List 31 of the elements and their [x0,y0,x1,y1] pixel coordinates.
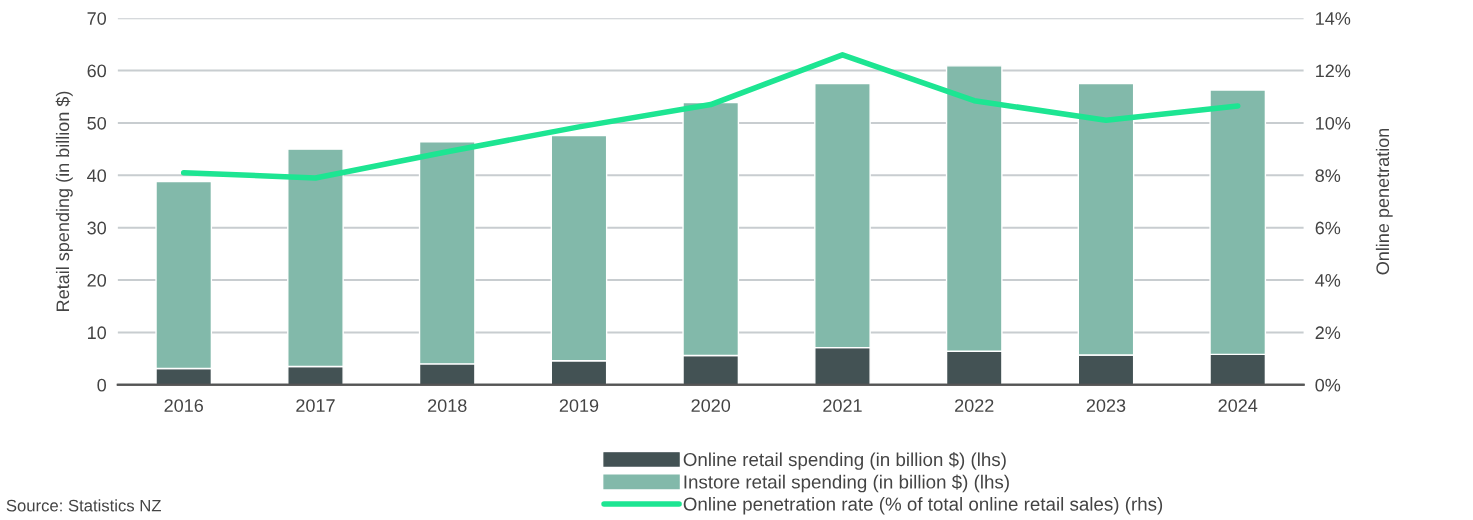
legend-label: Online retail spending (in billion $) (lhs) [683,452,1006,470]
y2-tick-label: 8% [1315,169,1341,183]
x-tick-label: 2016 [164,399,204,412]
x-tick-label: 2017 [296,399,335,412]
x-tick-label: 2021 [823,399,862,412]
y2-tick-label: 2% [1315,326,1341,340]
y2-tick-label: 6% [1315,221,1341,235]
source-note: Source: Statistics NZ [6,499,161,512]
y2-axis-title: Online penetration [1375,128,1393,275]
x-tick-label: 2020 [691,399,731,412]
y-tick-label: 0 [97,378,107,392]
y-tick-label: 40 [87,169,107,183]
y-tick-label: 20 [87,273,107,287]
y-axis-title: Retail spending (in billion $) [55,91,73,311]
x-tick-label: 2022 [955,399,994,412]
x-tick-label: 2023 [1086,399,1126,412]
y2-tick-label: 10% [1316,116,1351,130]
x-tick-label: 2018 [428,399,467,412]
x-tick-label: 2024 [1218,399,1258,412]
legend-label: Instore retail spending (in billion $) (lhs) [684,474,1009,493]
y-tick-label: 60 [87,64,107,78]
x-tick-label: 2019 [559,399,599,412]
legend-label: Online penetration rate (% of total online retail sales) (rhs) [683,497,1163,515]
y2-tick-label: 14% [1316,12,1351,25]
y-tick-label: 30 [87,221,107,235]
y2-tick-label: 4% [1315,274,1341,287]
y2-tick-label: 12% [1316,64,1351,78]
y-tick-label: 70 [87,12,107,25]
y-tick-label: 50 [87,116,107,130]
y2-tick-label: 0% [1315,378,1341,392]
y-tick-label: 10 [88,326,107,340]
